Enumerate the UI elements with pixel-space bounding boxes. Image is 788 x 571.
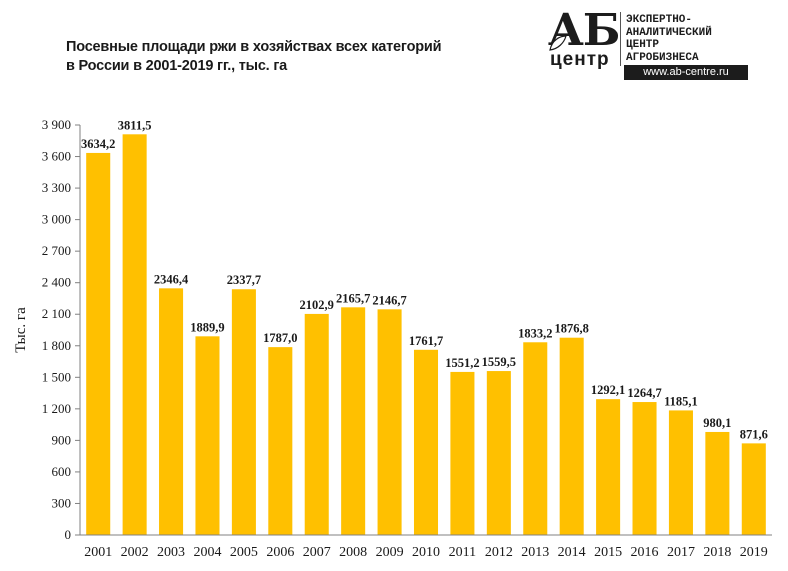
y-tick-label: 1 200: [42, 401, 71, 416]
x-tick-label-2012: 2012: [485, 545, 513, 560]
data-label-2016: 1264,7: [627, 386, 661, 400]
data-label-2014: 1876,8: [554, 322, 588, 336]
x-tick-label-2014: 2014: [558, 545, 586, 560]
y-tick-label: 300: [52, 495, 72, 510]
x-tick-label-2008: 2008: [339, 545, 367, 560]
data-label-2018: 980,1: [703, 416, 731, 430]
bar-2008: [341, 307, 366, 535]
x-tick-label-2018: 2018: [703, 545, 731, 560]
x-tick-label-2009: 2009: [376, 545, 404, 560]
bar-2015: [596, 399, 621, 535]
x-tick-label-2001: 2001: [84, 545, 112, 560]
data-label-2002: 3811,5: [118, 118, 152, 132]
logo-line-2: АНАЛИТИЧЕСКИЙ: [626, 26, 712, 39]
x-tick-label-2007: 2007: [303, 545, 331, 560]
data-label-2013: 1833,2: [518, 326, 552, 340]
logo-url: www.ab-centre.ru: [624, 65, 748, 80]
y-tick-label: 600: [52, 464, 72, 479]
bar-2003: [159, 288, 184, 535]
bar-2011: [450, 371, 475, 535]
logo-line-4: АГРОБИЗНЕСА: [626, 51, 699, 64]
chart-title: Посевные площади ржи в хозяйствах всех к…: [66, 38, 506, 76]
data-label-2004: 1889,9: [190, 320, 224, 334]
bar-2013: [523, 342, 548, 535]
bar-2001: [86, 152, 111, 536]
x-tick-label-2017: 2017: [667, 545, 695, 560]
data-label-2010: 1761,7: [409, 334, 443, 348]
bar-2006: [268, 347, 293, 535]
logo-line-3: ЦЕНТР: [626, 39, 660, 51]
x-tick-label-2019: 2019: [740, 545, 768, 560]
bar-2005: [231, 289, 256, 535]
y-tick-label: 2 100: [42, 306, 71, 321]
x-tick-label-2010: 2010: [412, 545, 440, 560]
y-tick-label: 2 400: [42, 275, 71, 290]
data-label-2003: 2346,4: [154, 272, 189, 286]
y-tick-label: 1 800: [42, 338, 71, 353]
logo-subtitle: центр: [550, 49, 610, 70]
data-label-2017: 1185,1: [664, 394, 698, 408]
chart-title-line-1: Посевные площади ржи в хозяйствах всех к…: [66, 39, 442, 55]
y-tick-label: 900: [52, 432, 72, 447]
bar-2018: [705, 431, 730, 535]
y-axis-title: Тыс. га: [13, 307, 29, 353]
ab-centre-logo: АБ центр ЭКСПЕРТНО- АНАЛИТИЧЕСКИЙ ЦЕНТР …: [548, 6, 778, 82]
x-tick-label-2004: 2004: [193, 545, 221, 560]
y-tick-label: 1 500: [42, 369, 71, 384]
data-label-2005: 2337,7: [227, 273, 261, 287]
chart-title-line-2: в России в 2001-2019 гг., тыс. га: [66, 58, 288, 74]
bar-2017: [668, 410, 693, 535]
x-tick-label-2013: 2013: [521, 545, 549, 560]
data-label-2012: 1559,5: [482, 355, 516, 369]
x-tick-label-2005: 2005: [230, 545, 258, 560]
data-label-2001: 3634,2: [81, 137, 115, 151]
y-tick-label: 2 700: [42, 243, 71, 258]
x-tick-label-2015: 2015: [594, 545, 622, 560]
data-label-2009: 2146,7: [372, 293, 406, 307]
y-tick-label: 3 300: [42, 180, 71, 195]
data-label-2011: 1551,2: [445, 356, 479, 370]
leaf-icon: [549, 35, 567, 51]
logo-text: ЭКСПЕРТНО- АНАЛИТИЧЕСКИЙ ЦЕНТР АГРОБИЗНЕ…: [626, 14, 712, 64]
data-label-2008: 2165,7: [336, 291, 370, 305]
x-tick-label-2006: 2006: [266, 545, 294, 560]
data-label-2006: 1787,0: [263, 331, 297, 345]
logo-line-1: ЭКСПЕРТНО-: [626, 14, 693, 26]
bar-2014: [559, 337, 584, 535]
bar-2019: [741, 443, 766, 535]
data-label-2007: 2102,9: [300, 298, 334, 312]
data-label-2015: 1292,1: [591, 383, 625, 397]
bar-2004: [195, 336, 220, 535]
x-tick-label-2002: 2002: [121, 545, 149, 560]
data-label-2019: 871,6: [740, 427, 768, 441]
bar-2002: [122, 134, 147, 536]
logo-mark: АБ: [548, 5, 620, 56]
x-tick-label-2011: 2011: [449, 545, 476, 560]
y-tick-label: 3 000: [42, 212, 71, 227]
bar-2010: [413, 349, 439, 535]
x-tick-label-2016: 2016: [631, 545, 659, 560]
logo-divider: [620, 12, 621, 66]
x-tick-label-2003: 2003: [157, 545, 185, 560]
bar-2007: [304, 313, 329, 535]
y-tick-label: 3 900: [42, 117, 71, 132]
y-tick-label: 0: [65, 527, 72, 542]
bar-2009: [377, 309, 402, 535]
bar-2012: [486, 371, 511, 535]
bar-2016: [632, 402, 657, 535]
y-tick-label: 3 600: [42, 149, 71, 164]
